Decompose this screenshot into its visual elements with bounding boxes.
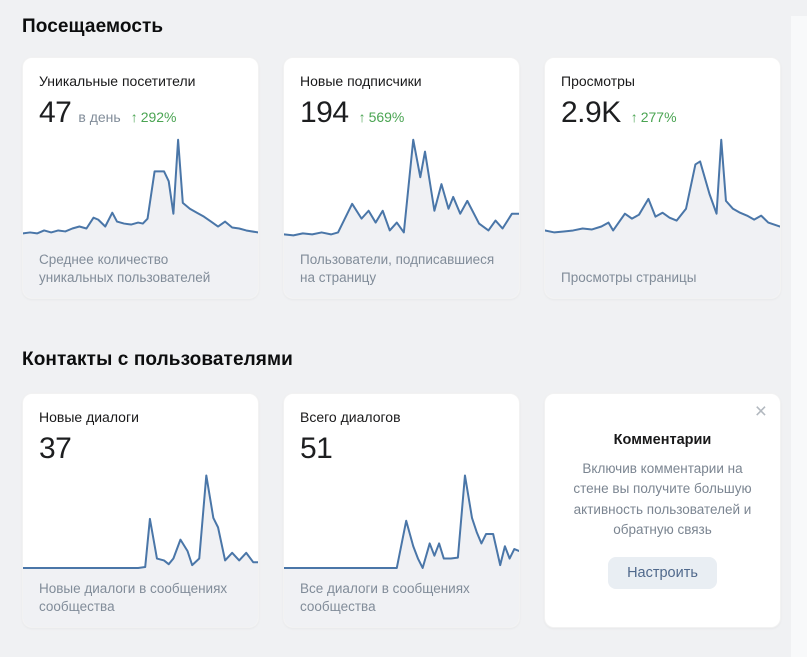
trend-up-icon: ↑ <box>630 109 638 125</box>
card-caption: Новые диалоги в сообщениях сообщества <box>39 581 228 615</box>
stat-unit: в день <box>78 109 121 125</box>
card-title: Уникальные посетители <box>39 73 196 89</box>
views-card: Просмотры 2.9K ↑ 277% Просмотры страницы <box>544 57 781 299</box>
unique-visitors-card: Уникальные посетители 47 в день ↑ 292% Ср… <box>22 57 259 299</box>
card-head: Всего диалогов 51 <box>284 394 519 468</box>
card-head: Просмотры 2.9K ↑ 277% <box>545 58 780 132</box>
trend-up-icon: ↑ <box>358 109 366 125</box>
value-row: 51 <box>300 434 503 464</box>
views-chart <box>545 132 780 298</box>
card-title: Всего диалогов <box>300 409 401 425</box>
card-title: Новые подписчики <box>300 73 422 89</box>
card-title: Просмотры <box>561 73 635 89</box>
new-subscribers-chart <box>284 132 519 298</box>
page-right-gutter <box>791 16 807 657</box>
traffic-cards-row: Уникальные посетители 47 в день ↑ 292% Ср… <box>22 57 781 299</box>
trend-badge: ↑ 292% <box>131 109 177 125</box>
stat-value: 194 <box>300 96 349 129</box>
section-title-traffic: Посещаемость <box>22 16 164 37</box>
stat-value: 2.9K <box>561 96 621 129</box>
card-head: Новые подписчики 194 ↑ 569% <box>284 58 519 132</box>
configure-button[interactable]: Настроить <box>608 557 717 589</box>
total-dialogs-card: Всего диалогов 51 Все диалоги в сообщени… <box>283 393 520 628</box>
stats-dashboard: Посещаемость Уникальные посетители 47 в … <box>0 16 807 628</box>
value-row: 47 в день ↑ 292% <box>39 98 242 128</box>
total-dialogs-chart <box>284 468 519 627</box>
card-caption: Среднее количество уникальных пользовате… <box>39 252 211 286</box>
section-title-contacts: Контакты с пользователями <box>22 349 293 370</box>
stat-value: 37 <box>39 432 72 465</box>
contacts-cards-row: Новые диалоги 37 Новые диалоги в сообщен… <box>22 393 781 628</box>
trend-value: 569% <box>368 109 405 125</box>
value-row: 2.9K ↑ 277% <box>561 98 764 128</box>
card-title: Новые диалоги <box>39 409 139 425</box>
close-icon[interactable]: × <box>754 400 767 423</box>
card-head: Новые диалоги 37 <box>23 394 258 468</box>
unique-visitors-chart <box>23 132 258 298</box>
trend-up-icon: ↑ <box>130 109 138 125</box>
promo-text: Включив комментарии на стене вы получите… <box>573 461 752 537</box>
trend-badge: ↑ 277% <box>631 109 677 125</box>
new-subscribers-card: Новые подписчики 194 ↑ 569% Пользователи,… <box>283 57 520 299</box>
comments-promo-card: × Комментарии Включив комментарии на сте… <box>544 393 781 628</box>
trend-badge: ↑ 569% <box>359 109 405 125</box>
new-dialogs-card: Новые диалоги 37 Новые диалоги в сообщен… <box>22 393 259 628</box>
stat-value: 51 <box>300 432 333 465</box>
card-caption: Все диалоги в сообщениях сообщества <box>300 581 470 615</box>
new-dialogs-chart <box>23 468 258 627</box>
card-caption: Просмотры страницы <box>561 270 697 286</box>
card-head: Уникальные посетители 47 в день ↑ 292% <box>23 58 258 132</box>
promo-title: Комментарии <box>613 432 712 448</box>
value-row: 37 <box>39 434 242 464</box>
trend-value: 277% <box>640 109 677 125</box>
value-row: 194 ↑ 569% <box>300 98 503 128</box>
stat-value: 47 <box>39 96 72 129</box>
card-caption: Пользователи, подписавшиеся на страницу <box>300 252 495 286</box>
trend-value: 292% <box>140 109 177 125</box>
